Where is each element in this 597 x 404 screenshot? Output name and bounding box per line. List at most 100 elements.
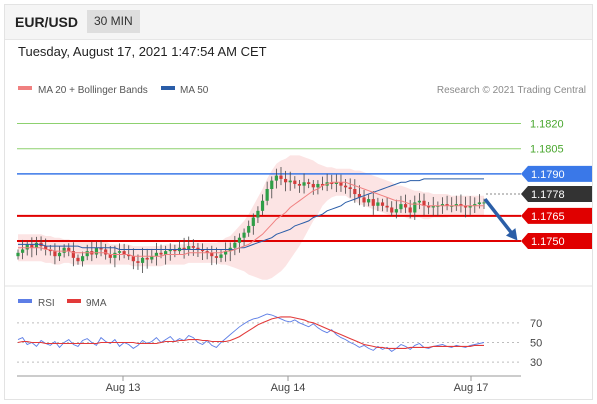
candle-body — [399, 204, 403, 210]
candle-body — [279, 175, 283, 179]
candle-body — [265, 189, 269, 201]
forecast-arrow-head — [505, 228, 518, 241]
candle-body — [237, 237, 242, 243]
candle-body — [145, 257, 149, 260]
candle-body — [339, 182, 343, 186]
candle-body — [53, 251, 57, 257]
bollinger-band-area — [18, 155, 484, 280]
forecast-arrow — [483, 197, 518, 241]
x-tick-label: Aug 17 — [454, 382, 489, 394]
candle-body — [168, 249, 172, 252]
rsi-legend-label: RSI — [38, 298, 55, 309]
level-label: 1.1820 — [530, 119, 564, 131]
candle-body — [445, 204, 449, 206]
candle-body — [173, 249, 177, 252]
candle-body — [385, 205, 389, 208]
candle-body — [122, 251, 126, 255]
candle-body — [154, 252, 159, 257]
candle-body — [288, 180, 292, 183]
candle-body — [274, 175, 278, 181]
candle-body — [362, 197, 366, 203]
candle-body — [440, 204, 445, 206]
candle-body — [311, 183, 315, 188]
candle-body — [477, 202, 481, 205]
candle-body — [357, 194, 362, 198]
candlesticks — [16, 167, 486, 273]
rsi-tick-label: 70 — [530, 318, 542, 330]
level-tag — [521, 165, 592, 182]
candle-body — [270, 180, 274, 189]
ma9-legend-label: 9MA — [86, 298, 107, 309]
candle-body — [242, 232, 246, 238]
candle-body — [219, 254, 223, 258]
ma20-legend-swatch — [18, 86, 32, 90]
level-tag-label: 1.1765 — [531, 211, 565, 223]
candle-body — [376, 202, 380, 206]
candle-body — [427, 205, 431, 208]
candle-body — [30, 244, 34, 248]
candle-body — [205, 251, 209, 253]
candle-body — [108, 254, 112, 258]
candle-body — [403, 204, 408, 208]
candle-body — [390, 207, 394, 213]
candle-body — [408, 207, 412, 213]
candle-body — [80, 256, 85, 262]
ma9-legend-swatch — [67, 299, 81, 303]
candle-body — [459, 204, 463, 206]
candle-body — [210, 252, 214, 257]
candle-body — [260, 200, 265, 211]
rsi-line — [17, 313, 485, 352]
ma50-legend-swatch — [161, 86, 175, 90]
candle-body — [297, 183, 302, 186]
level-tag-label: 1.1778 — [531, 189, 565, 201]
rsi-tick-label: 30 — [530, 357, 542, 369]
candle-body — [136, 261, 140, 263]
candle-body — [85, 251, 89, 257]
candle-body — [76, 257, 80, 262]
level-label: 1.1805 — [530, 144, 564, 156]
candle-body — [127, 254, 131, 257]
level-tag — [521, 233, 592, 250]
candle-body — [284, 178, 288, 183]
candle-body — [131, 256, 135, 262]
candle-body — [62, 247, 66, 253]
candle-body — [468, 205, 472, 208]
candle-body — [380, 202, 385, 206]
x-tick-label: Aug 13 — [106, 382, 141, 394]
timeframe-badge[interactable]: 30 MIN — [87, 10, 140, 33]
candle-body — [21, 249, 25, 253]
candle-body — [99, 247, 103, 250]
ma20-line — [18, 181, 484, 257]
candle-body — [67, 247, 71, 252]
candle-body — [117, 251, 122, 253]
candle-body — [473, 204, 477, 206]
candle-body — [256, 210, 260, 218]
candle-body — [394, 209, 398, 213]
candle-body — [454, 204, 458, 206]
forecast-arrow-shaft — [483, 197, 517, 239]
candle-body — [371, 199, 375, 206]
candle-body — [463, 205, 468, 208]
candle-body — [150, 256, 154, 260]
chart-widget — [4, 4, 593, 400]
candle-body — [334, 182, 338, 184]
candle-body — [113, 252, 117, 258]
candle-body — [164, 251, 168, 255]
level-tag-label: 1.1750 — [531, 236, 565, 248]
candle-body — [307, 182, 311, 184]
candle-body — [200, 249, 205, 252]
rsi-legend-swatch — [18, 299, 32, 303]
candle-body — [214, 256, 218, 258]
candle-body — [44, 246, 48, 250]
candle-body — [25, 244, 29, 250]
price-level-tags: 1.1820 1.1805 1.1790 1.1778 1.1765 1.1750 — [521, 119, 592, 250]
candle-body — [413, 202, 417, 213]
candle-body — [247, 225, 251, 233]
candle-body — [316, 183, 320, 188]
moving-averages — [18, 178, 484, 257]
ma50-line — [18, 178, 484, 250]
candle-body — [431, 205, 435, 208]
x-tick-label: Aug 14 — [271, 382, 306, 394]
level-tag-label: 1.1790 — [531, 169, 565, 181]
